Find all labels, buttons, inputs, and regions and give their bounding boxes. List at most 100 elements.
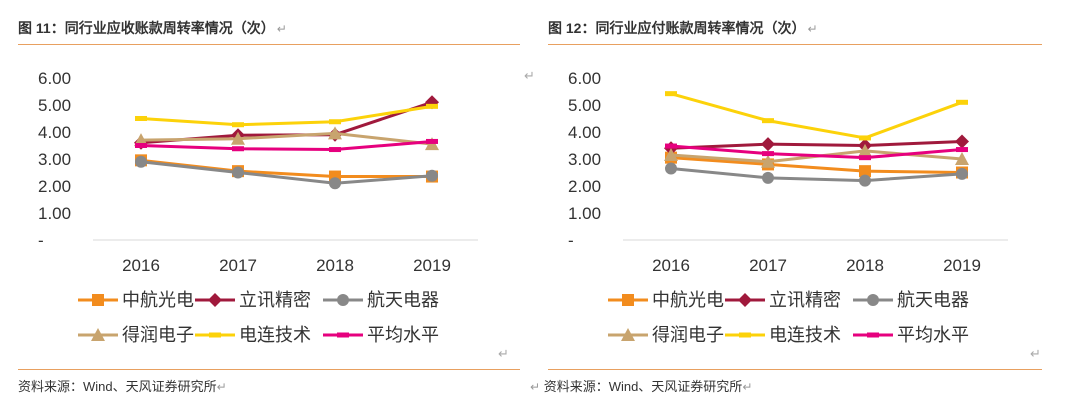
return-mark: ↵ — [276, 22, 287, 36]
y-tick-label: 6.00 — [38, 69, 71, 88]
series-line — [140, 104, 433, 127]
figure-title-text: 图 12：同行业应付账款周转率情况（次） — [548, 20, 806, 36]
source-note-left: 资料来源：Wind、天风证券研究所↵ — [18, 376, 227, 395]
line-chart-right: - 1.00 2.00 3.00 4.00 5.00 6.00 2016 2017 2018 201… — [568, 69, 1008, 345]
series-line — [670, 92, 963, 140]
return-mark: ↵ — [1030, 346, 1041, 361]
legend-item: 得润电子 — [78, 325, 194, 345]
data-point — [859, 155, 871, 161]
data-point — [761, 137, 775, 152]
legend-label: 平均水平 — [897, 325, 969, 345]
y-tick-label: 1.00 — [568, 204, 601, 223]
data-point — [328, 126, 342, 140]
legend-item: 立讯精密 — [725, 290, 841, 310]
legend-label: 立讯精密 — [769, 290, 841, 310]
data-point — [956, 167, 968, 180]
legend-marker — [209, 332, 221, 338]
legend-marker — [92, 294, 104, 306]
series-line — [140, 131, 433, 146]
source-text: 资料来源：Wind、天风证券研究所 — [18, 379, 217, 394]
return-mark: ↵ — [742, 380, 753, 394]
x-tick-label: 2019 — [413, 256, 451, 275]
legend-marker — [91, 328, 105, 341]
legend-item: 平均水平 — [853, 325, 969, 345]
x-tick-label: 2017 — [219, 256, 257, 275]
series-line — [140, 158, 432, 179]
legend-marker — [867, 294, 879, 306]
data-point — [858, 143, 872, 157]
legend-label: 电连技术 — [239, 325, 311, 345]
legend-marker — [337, 294, 349, 306]
y-tick-label: - — [38, 231, 44, 250]
x-tick-label: 2019 — [943, 256, 981, 275]
legend-item: 中航光电 — [608, 290, 724, 310]
return-mark: ↵ — [807, 22, 818, 36]
data-point — [859, 165, 871, 178]
return-mark: ↵ — [530, 380, 541, 394]
data-point — [762, 118, 774, 124]
data-point — [664, 147, 678, 161]
data-point — [761, 154, 775, 168]
legend-item: 平均水平 — [323, 325, 439, 345]
legend-label: 立讯精密 — [239, 290, 311, 310]
data-point — [859, 174, 871, 187]
series-航天电器 — [135, 155, 438, 190]
data-point — [135, 116, 147, 121]
x-tick-label: 2016 — [122, 256, 160, 275]
figure-title-left: 图 11：同行业应收账款周转率情况（次） ↵ — [18, 18, 287, 38]
return-mark: ↵ — [216, 380, 227, 394]
legend-label: 得润电子 — [652, 325, 724, 345]
y-tick-label: 3.00 — [568, 150, 601, 169]
data-point — [329, 177, 341, 190]
data-point — [956, 99, 968, 105]
legend-label: 航天电器 — [897, 290, 969, 310]
title-rule-right — [548, 44, 1042, 45]
data-point — [762, 171, 774, 184]
data-point — [425, 95, 439, 110]
legend-marker — [739, 332, 751, 338]
y-tick-label: 2.00 — [38, 177, 71, 196]
data-point — [329, 147, 341, 153]
data-point — [665, 91, 677, 97]
data-point — [329, 119, 341, 125]
legend-marker — [621, 328, 635, 341]
legend-item: 中航光电 — [78, 290, 194, 310]
data-point — [956, 147, 968, 153]
figure-title-text: 图 11：同行业应收账款周转率情况（次） — [18, 20, 275, 36]
source-rule-left — [18, 369, 520, 370]
y-tick-label: 1.00 — [38, 204, 71, 223]
data-point — [232, 146, 244, 152]
data-point — [955, 134, 969, 149]
data-point — [665, 162, 677, 175]
legend-item: 立讯精密 — [195, 290, 311, 310]
series-航天电器 — [665, 162, 968, 187]
series-line — [670, 139, 963, 150]
series-平均水平 — [665, 143, 968, 161]
source-text: 资料来源：Wind、天风证券研究所 — [543, 379, 743, 394]
legend-label: 平均水平 — [367, 325, 439, 345]
legend-marker — [867, 332, 879, 338]
legend-item: 电连技术 — [725, 325, 841, 345]
data-point — [232, 122, 244, 128]
y-tick-label: 6.00 — [568, 69, 601, 88]
legend-marker — [337, 332, 349, 338]
data-point — [859, 135, 871, 141]
legend-label: 得润电子 — [122, 325, 194, 345]
y-tick-label: 4.00 — [38, 123, 71, 142]
legend-marker — [208, 293, 222, 307]
y-tick-label: 5.00 — [38, 96, 71, 115]
return-mark: ↵ — [524, 68, 535, 83]
return-mark: ↵ — [498, 346, 509, 361]
y-tick-label: 2.00 — [568, 177, 601, 196]
legend-item: 航天电器 — [853, 290, 969, 310]
y-tick-label: 5.00 — [568, 96, 601, 115]
series-电连技术 — [665, 91, 968, 141]
legend-marker — [622, 294, 634, 306]
title-rule-left — [18, 44, 520, 45]
figure-title-right: 图 12：同行业应付账款周转率情况（次） ↵ — [548, 18, 818, 38]
legend-label: 航天电器 — [367, 290, 439, 310]
x-tick-label: 2018 — [846, 256, 884, 275]
legend-label: 中航光电 — [652, 290, 724, 310]
source-rule-right — [548, 369, 1042, 370]
y-tick-label: - — [568, 231, 574, 250]
